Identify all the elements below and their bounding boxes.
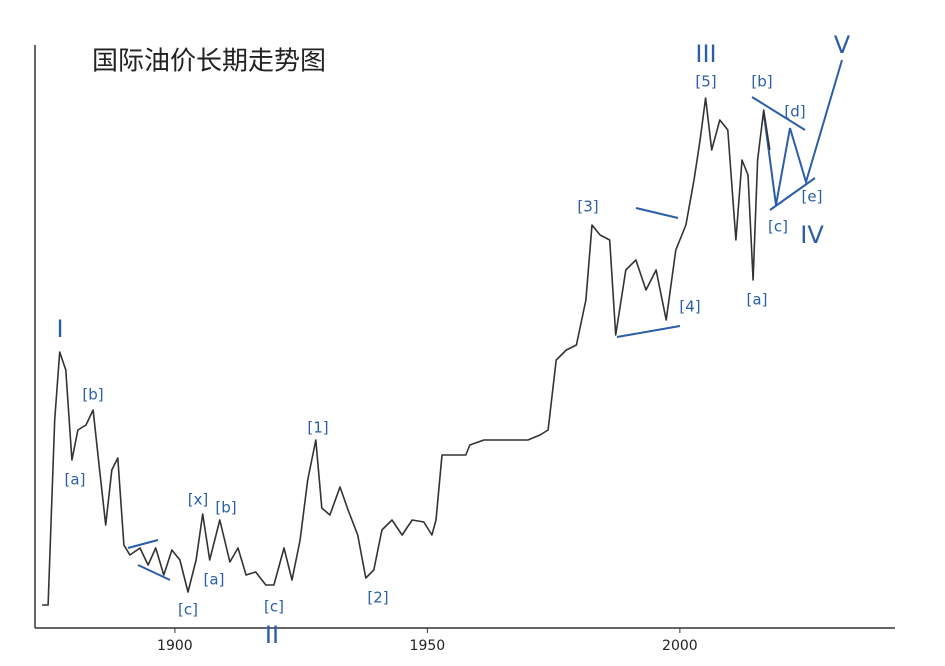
- wave-label: [d]: [784, 103, 805, 121]
- wave-label: [b]: [215, 499, 236, 517]
- wave-label: [a]: [65, 471, 86, 489]
- wave-guides: [127, 59, 843, 581]
- guide-line: [769, 177, 816, 211]
- wave-label: [3]: [577, 198, 598, 216]
- wave-label: [c]: [264, 598, 284, 616]
- x-tick-label: 1950: [410, 638, 446, 654]
- wave-label: [c]: [178, 601, 198, 619]
- guide-line: [751, 96, 806, 131]
- wave-label: [b]: [82, 386, 103, 404]
- wave-label: [2]: [367, 589, 388, 607]
- wave-label: [5]: [695, 73, 716, 91]
- wave-label: IV: [800, 221, 824, 249]
- wave-label: [c]: [768, 218, 788, 236]
- guide-line: [616, 325, 681, 338]
- wave-label: [1]: [307, 419, 328, 437]
- wave-label: [x]: [188, 491, 209, 509]
- wave-label: III: [695, 40, 716, 68]
- wave-label: II: [265, 621, 279, 649]
- guide-line: [137, 564, 171, 581]
- projection-path: [763, 59, 843, 206]
- guide-line: [635, 207, 679, 219]
- x-tick-label: 2000: [662, 638, 698, 654]
- wave-label: I: [56, 315, 63, 343]
- wave-label: V: [834, 31, 851, 59]
- wave-label: [a]: [747, 291, 768, 309]
- wave-label: [a]: [204, 571, 225, 589]
- x-tick-label: 1900: [157, 638, 193, 654]
- guide-line: [127, 539, 159, 549]
- wave-label: [4]: [679, 298, 700, 316]
- chart-title: 国际油价长期走势图: [92, 47, 326, 77]
- wave-label: [b]: [751, 73, 772, 91]
- wave-label: [e]: [802, 188, 823, 206]
- price-line: [42, 97, 771, 606]
